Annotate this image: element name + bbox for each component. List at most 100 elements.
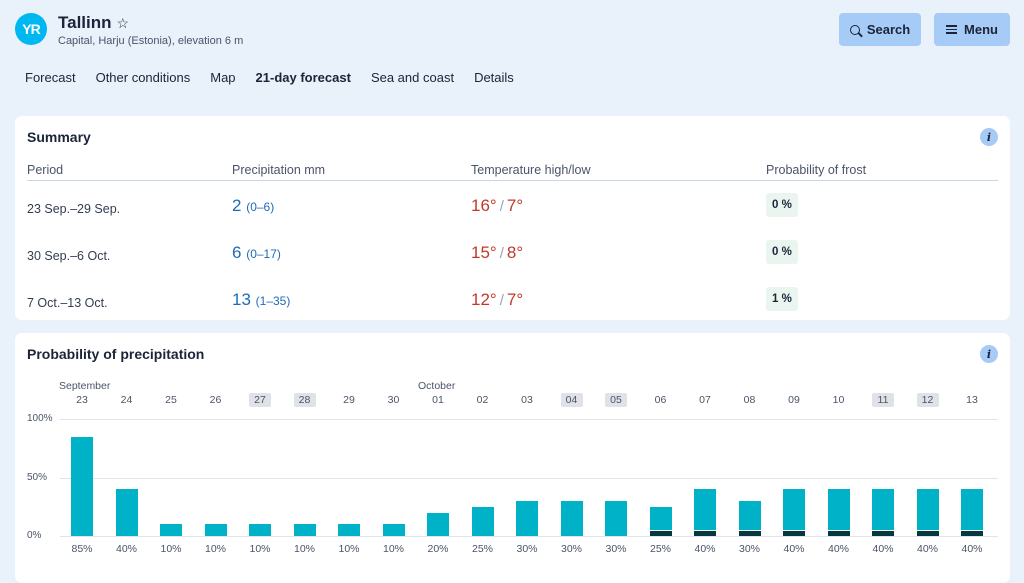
precip-cell: 2 (0–6) [232, 196, 274, 216]
temp-low: 7° [506, 290, 524, 309]
summary-row: 30 Sep.–6 Oct. 6 (0–17) 15°/8° 0 % [15, 237, 1010, 277]
tab-details[interactable]: Details [474, 70, 514, 85]
date-label: 07 [699, 394, 711, 406]
header-precipitation: Precipitation mm [232, 163, 326, 177]
tab-map[interactable]: Map [210, 70, 236, 85]
precip-probability-bar[interactable] [916, 489, 939, 536]
heavy-precip-bar-segment [916, 529, 939, 536]
tab-forecast[interactable]: Forecast [25, 70, 76, 85]
location-title: Tallinn [58, 13, 112, 32]
date-label: 06 [654, 394, 667, 406]
summary-title: Summary [27, 129, 91, 145]
date-label: 26 [209, 394, 222, 406]
temp-high: 15° [471, 243, 497, 262]
temp-high: 16° [471, 196, 497, 215]
precip-value: 6 [232, 243, 242, 262]
probability-title: Probability of precipitation [27, 346, 205, 362]
precip-probability-bar[interactable] [293, 524, 316, 536]
precip-probability-bar[interactable] [249, 524, 271, 536]
search-label: Search [866, 22, 911, 37]
precip-probability-bar[interactable] [204, 524, 227, 536]
location-subtitle: Capital, Harju (Estonia), elevation 6 m [58, 35, 244, 47]
date-label: 05 [605, 393, 627, 407]
date-label: 23 [76, 394, 88, 406]
precip-range: (0–6) [246, 200, 275, 214]
heavy-precip-bar-segment [738, 529, 761, 536]
menu-button[interactable]: Menu [934, 13, 1010, 46]
header-frost: Probability of frost [766, 163, 867, 177]
precip-probability-bar[interactable] [516, 501, 538, 536]
header: YR Tallinn ☆ Capital, Harju (Estonia), e… [0, 0, 1024, 60]
header-temperature: Temperature high/low [471, 163, 591, 177]
search-button[interactable]: Search [839, 13, 921, 46]
date-label: 04 [560, 393, 583, 407]
date-label: 27 [249, 393, 271, 407]
temp-low: 7° [506, 196, 524, 215]
bar-value-label: 10% [249, 543, 271, 555]
bar-value-label: 40% [694, 543, 716, 555]
date-label: 25 [165, 394, 177, 406]
date-label: 10 [832, 394, 845, 406]
precip-cell: 6 (0–17) [232, 243, 281, 263]
precip-probability-bar[interactable] [738, 501, 761, 536]
bar-value-label: 10% [338, 543, 360, 555]
bar-value-label: 10% [160, 543, 182, 555]
date-label: 29 [343, 394, 355, 406]
bar-value-label: 40% [115, 543, 137, 555]
info-icon[interactable]: i [980, 128, 998, 146]
date-label: 12 [916, 393, 939, 407]
precip-probability-bar[interactable] [160, 524, 182, 536]
precip-probability-bar[interactable] [560, 501, 583, 536]
location-title-row: Tallinn ☆ [58, 13, 129, 33]
gridline-0 [60, 536, 998, 537]
bar-value-label: 20% [427, 543, 449, 555]
precip-probability-bar[interactable] [382, 524, 405, 536]
precip-cell: 13 (1–35) [232, 290, 290, 310]
bar-value-label: 40% [827, 543, 849, 555]
temp-cell: 16°/7° [471, 196, 524, 215]
temp-cell: 15°/8° [471, 243, 524, 262]
precip-probability-bar[interactable] [827, 489, 850, 536]
heavy-precip-bar-segment [783, 529, 805, 536]
period-cell: 23 Sep.–29 Sep. [27, 202, 121, 216]
precip-range: (1–35) [255, 294, 291, 308]
bar-value-label: 25% [649, 543, 671, 555]
precipitation-probability-card: Probability of precipitation i September… [15, 333, 1010, 583]
month-label-september: September [59, 380, 111, 392]
tab-sea-and-coast[interactable]: Sea and coast [370, 70, 455, 85]
bar-value-label: 10% [293, 543, 315, 555]
date-label: 24 [120, 394, 133, 406]
heavy-precip-bar-segment [649, 529, 672, 536]
precip-probability-bar[interactable] [427, 513, 449, 536]
heavy-precip-bar-segment [872, 529, 894, 536]
precip-probability-bar[interactable] [338, 524, 360, 536]
bar-value-label: 85% [71, 543, 93, 555]
period-cell: 7 Oct.–13 Oct. [27, 296, 108, 310]
heavy-precip-bar-segment [827, 529, 850, 536]
precip-probability-bar[interactable] [694, 489, 716, 536]
precip-probability-bar[interactable] [115, 489, 138, 536]
precip-range: (0–17) [246, 247, 281, 261]
precip-probability-bar[interactable] [471, 507, 494, 536]
date-label: 02 [476, 394, 489, 406]
info-icon[interactable]: i [980, 345, 998, 363]
precip-probability-bar[interactable] [961, 489, 983, 536]
gridline-100 [60, 419, 998, 420]
precip-probability-bar[interactable] [649, 507, 672, 536]
month-label-october: October [418, 380, 456, 392]
precip-probability-bar[interactable] [71, 437, 93, 536]
yr-logo[interactable]: YR [15, 13, 47, 45]
precip-probability-bar[interactable] [783, 489, 805, 536]
precip-probability-bar[interactable] [605, 501, 627, 536]
frost-badge: 1 % [766, 287, 798, 311]
date-label: 30 [387, 394, 400, 406]
bar-value-label: 40% [872, 543, 894, 555]
date-label: 09 [788, 394, 800, 406]
star-icon[interactable]: ☆ [116, 14, 130, 31]
bar-value-label: 30% [516, 543, 538, 555]
heavy-precip-bar-segment [694, 529, 716, 536]
bar-value-label: 40% [961, 543, 983, 555]
tab-21-day-forecast[interactable]: 21-day forecast [255, 70, 351, 85]
tab-other-conditions[interactable]: Other conditions [95, 70, 191, 85]
precip-probability-bar[interactable] [872, 489, 894, 536]
